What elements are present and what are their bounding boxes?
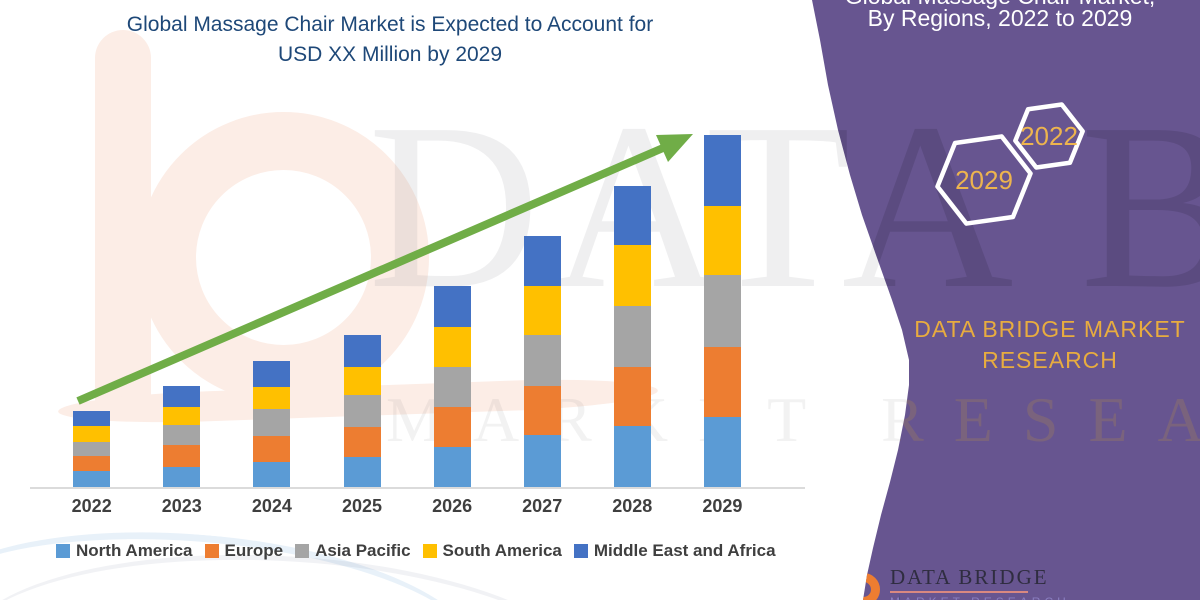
bar-segment-asia-pacific [73,441,111,456]
bar-segment-asia-pacific [253,409,291,436]
bar-segment-europe [703,347,741,417]
chart-legend: North America Europe Asia Pacific South Ame… [56,541,776,561]
bar-segment-middle-east-and-africa [523,236,561,286]
bar-segment-north-america [523,435,561,487]
legend-label: South America [442,541,562,560]
legend-swatch-icon [295,544,310,558]
logo-underline [890,591,1028,593]
bar-segment-asia-pacific [433,367,471,407]
hexagon-2022 [1013,102,1085,170]
chart-title-line1: Global Massage Chair Market is Expected … [126,13,654,36]
stacked-bar-2027 [523,236,561,487]
stacked-bar-2029 [703,134,741,487]
bar-segment-north-america [163,466,201,487]
bar-segment-europe [343,426,381,457]
brand-name-line2: RESEARCH [982,347,1118,373]
legend-swatch-icon [422,544,437,558]
logo-text: DATA BRIDGE [890,565,1049,589]
legend-swatch-icon [573,544,588,558]
bar-segment-south-america [343,366,381,395]
hexagon-2022-label: 2022 [1020,121,1078,151]
x-axis-label-2024: 2024 [251,496,292,516]
x-axis-label-2023: 2023 [161,496,202,516]
x-axis-label-2027: 2027 [522,496,563,516]
bar-segment-middle-east-and-africa [73,411,111,426]
brand-name: DATA BRIDGE MARKET RESEARCH [890,314,1200,376]
bar-segment-europe [163,445,201,467]
bar-segment-asia-pacific [163,424,201,445]
bar-segment-middle-east-and-africa [343,335,381,367]
bar-segment-south-america [253,386,291,409]
legend-swatch-icon [204,544,219,558]
chart-title: Global Massage Chair Market is Expected … [30,10,750,70]
bar-segment-north-america [343,456,381,487]
bar-segment-asia-pacific [523,335,561,386]
bar-segment-middle-east-and-africa [253,361,291,387]
x-axis-label-2025: 2025 [341,496,383,516]
bar-segment-south-america [613,244,651,306]
panel-heading: By Regions, 2022 to 2029 [867,5,1133,31]
stacked-bar-2022 [73,411,111,487]
legend-label: Asia Pacific [315,541,411,560]
bar-segment-europe [613,367,651,426]
legend-label: Middle East and Africa [593,541,776,560]
hexagon-2029-label: 2029 [955,165,1013,195]
x-axis-line [30,487,805,489]
x-axis-labels: 2022 2023 2024 2025 2026 2027 2028 2029 [30,496,810,520]
bar-segment-south-america [703,206,741,275]
bar-segment-north-america [73,471,111,487]
hexagon-2029 [935,134,1033,226]
stacked-bar-2025 [343,335,381,487]
bar-segment-south-america [73,426,111,442]
bar-segment-asia-pacific [343,395,381,427]
legend-item-europe: Europe [204,541,284,561]
bar-segment-asia-pacific [703,274,741,347]
bar-chart-plot-area [30,100,810,487]
legend-item-asia-pacific: Asia Pacific [295,541,411,561]
logo-b-bowl [847,573,880,600]
legend-item-north-america: North America [56,541,193,561]
bar-segment-north-america [253,461,291,487]
bar-segment-europe [253,435,291,462]
bar-segment-south-america [523,286,561,335]
bar-segment-north-america [613,426,651,487]
x-axis-label-2022: 2022 [71,496,112,516]
year-hexagons: 2029 2022 [935,102,1085,226]
panel-heading-cutoff-line: Global Massage Chair Market, [812,0,1200,10]
stacked-bar-2024 [253,361,291,487]
logo-subtext: MARKET RESEARCH [890,595,1070,600]
legend-item-south-america: South America [422,541,562,561]
bar-segment-middle-east-and-africa [703,134,741,206]
legend-label: Europe [224,541,284,560]
stacked-bar-2026 [433,286,471,487]
x-axis-label-2026: 2026 [432,496,473,516]
bar-segment-north-america [703,417,741,487]
bar-segment-middle-east-and-africa [163,385,201,407]
stacked-bar-2028 [613,186,651,487]
legend-swatch-icon [56,544,70,558]
legend-item-middle-east-and-africa: Middle East and Africa [573,541,776,561]
legend-label: North America [76,541,193,560]
bar-segment-south-america [163,406,201,425]
stacked-bar-2023 [163,385,201,487]
bar-segment-north-america [433,447,471,487]
bar-segment-europe [433,407,471,447]
bar-segment-europe [523,386,561,435]
chart-title-line2: USD XX Million by 2029 [277,42,503,66]
logo-b-icon [841,562,857,600]
x-axis-label-2028: 2028 [612,496,653,516]
x-axis-label-2029: 2029 [702,496,743,516]
bar-segment-middle-east-and-africa [433,286,471,327]
bar-segment-europe [73,455,111,471]
brand-name-line1: DATA BRIDGE MARKET [914,316,1186,342]
bar-segment-asia-pacific [613,306,651,367]
bar-segment-middle-east-and-africa [613,186,651,245]
bar-segment-south-america [433,327,471,367]
